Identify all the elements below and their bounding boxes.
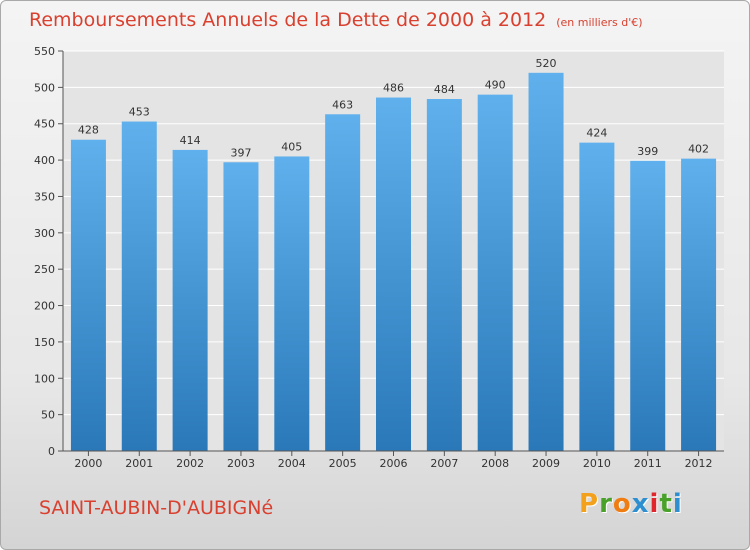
data-label: 453 [129,106,150,119]
data-label: 397 [230,146,251,159]
bar [121,121,157,451]
x-tick-label: 2008 [481,457,509,470]
logo-letter: P [579,489,600,519]
logo-letter: t [659,489,673,519]
y-tick-label: 550 [34,45,55,58]
y-tick-label: 50 [41,409,55,422]
bar [681,158,717,452]
bar [630,160,666,451]
bar [477,94,513,452]
data-label: 484 [434,83,455,96]
x-tick-label: 2010 [583,457,611,470]
y-tick-label: 400 [34,154,55,167]
bar [172,149,208,451]
logo-letter: r [599,489,613,519]
y-tick-label: 0 [48,445,55,458]
data-label: 405 [281,140,302,153]
x-tick-label: 2012 [685,457,713,470]
x-tick-label: 2009 [532,457,560,470]
logo-letter: x [631,489,650,519]
x-tick-label: 2003 [227,457,255,470]
data-label: 463 [332,98,353,111]
proxiti-logo: Proxiti [579,489,683,519]
x-tick-label: 2000 [74,457,102,470]
x-tick-label: 2007 [430,457,458,470]
logo-letter: i [672,489,683,519]
data-label: 399 [637,145,658,158]
y-tick-label: 450 [34,118,55,131]
x-tick-label: 2006 [380,457,408,470]
y-tick-label: 150 [34,336,55,349]
y-tick-label: 200 [34,300,55,313]
commune-name: SAINT-AUBIN-D'AUBIGNé [39,497,274,519]
bar [274,156,310,452]
chart-title: Remboursements Annuels de la Dette de 20… [29,9,643,31]
logo-letter: o [612,489,632,519]
data-label: 424 [586,127,607,140]
y-tick-label: 500 [34,81,55,94]
data-label: 428 [78,124,99,137]
chart-title-text: Remboursements Annuels de la Dette de 20… [29,9,547,31]
bar [579,142,615,452]
x-tick-label: 2002 [176,457,204,470]
logo-letter: i [649,489,660,519]
x-tick-label: 2004 [278,457,306,470]
data-label: 490 [485,79,506,92]
data-label: 520 [536,57,557,70]
x-tick-label: 2005 [329,457,357,470]
data-label: 402 [688,143,709,156]
chart-unit: (en milliers d'€) [556,16,643,29]
x-tick-label: 2001 [125,457,153,470]
y-tick-label: 350 [34,190,55,203]
bar [70,139,106,451]
bar [528,72,564,452]
axes: 0 50 100 150 200 250 300 350 400 450 500 550 2000 200… [34,45,724,470]
y-tick-label: 250 [34,263,55,276]
data-label: 486 [383,82,404,95]
bar [376,97,411,451]
bars: 428 453 414 397 405 463 486 484 490 520 424 399 402 [70,57,717,452]
bar [325,114,361,451]
y-tick-label: 300 [34,227,55,240]
bar [426,99,462,451]
data-label: 414 [180,134,201,147]
x-tick-label: 2011 [634,457,662,470]
bar [223,162,259,452]
y-tick-label: 100 [34,372,55,385]
